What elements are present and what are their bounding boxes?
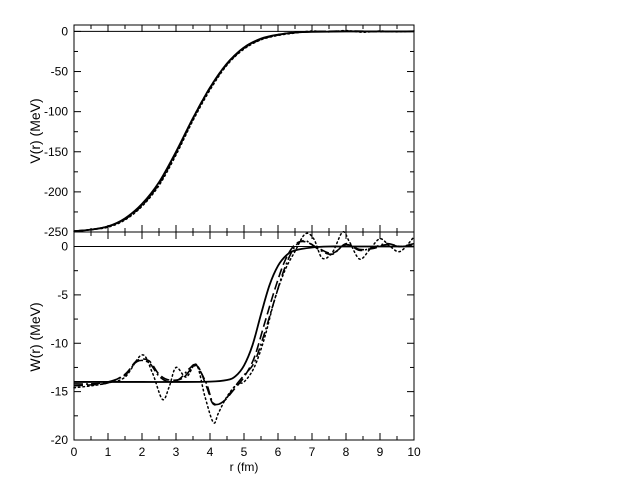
y-tick-label-top: -100 — [44, 105, 68, 119]
series-line-solid-top — [73, 30, 415, 233]
y-tick-label-bottom: -20 — [51, 433, 69, 447]
series-line-solid-bottom — [73, 245, 414, 383]
plot-frame-bottom — [73, 231, 415, 441]
y-tick-label-bottom: 0 — [61, 240, 68, 254]
y-tick-label-top: 0 — [61, 24, 68, 38]
series-line-dashed-bottom — [73, 240, 415, 406]
series-line-dotted-bottom — [73, 230, 415, 424]
x-tick-label: 9 — [377, 445, 384, 459]
x-tick-label: 6 — [275, 445, 282, 459]
x-tick-label: 3 — [173, 445, 180, 459]
panel-bottom: 0-5-10-15-200 1 2 3 4 5 6 7 8 9 10 — [51, 230, 421, 459]
x-tick-label: 0 — [71, 445, 78, 459]
y-axis-label-bottom: W(r) (MeV) — [27, 302, 43, 371]
y-tick-label-bottom: -10 — [51, 336, 69, 350]
series-line-dotted-top — [73, 29, 415, 232]
y-axis-label-top: V(r) (MeV) — [27, 98, 43, 163]
x-tick-label: 4 — [207, 445, 214, 459]
x-tick-label: 10 — [407, 445, 421, 459]
y-tick-label-top: -200 — [44, 185, 68, 199]
y-tick-label-top: -150 — [44, 145, 68, 159]
x-tick-label: 5 — [241, 445, 248, 459]
plot-frame-top — [73, 24, 415, 233]
y-tick-label-top: -50 — [51, 65, 69, 79]
y-tick-label-top: -250 — [44, 225, 68, 239]
x-axis-label: r (fm) — [230, 460, 259, 474]
y-tick-label-bottom: -5 — [57, 288, 68, 302]
x-tick-label: 8 — [343, 445, 350, 459]
series-line-dashed-top — [73, 30, 415, 232]
series-line-dash-dot-top — [73, 30, 415, 232]
x-tick-label: 2 — [139, 445, 146, 459]
x-tick-label: 7 — [309, 445, 316, 459]
y-tick-label-bottom: -15 — [51, 385, 69, 399]
panel-top: 0 -50 -100 -150 -200 -250 — [44, 24, 415, 239]
series-line-dash-dot-bottom — [73, 239, 415, 406]
x-tick-label: 1 — [105, 445, 112, 459]
